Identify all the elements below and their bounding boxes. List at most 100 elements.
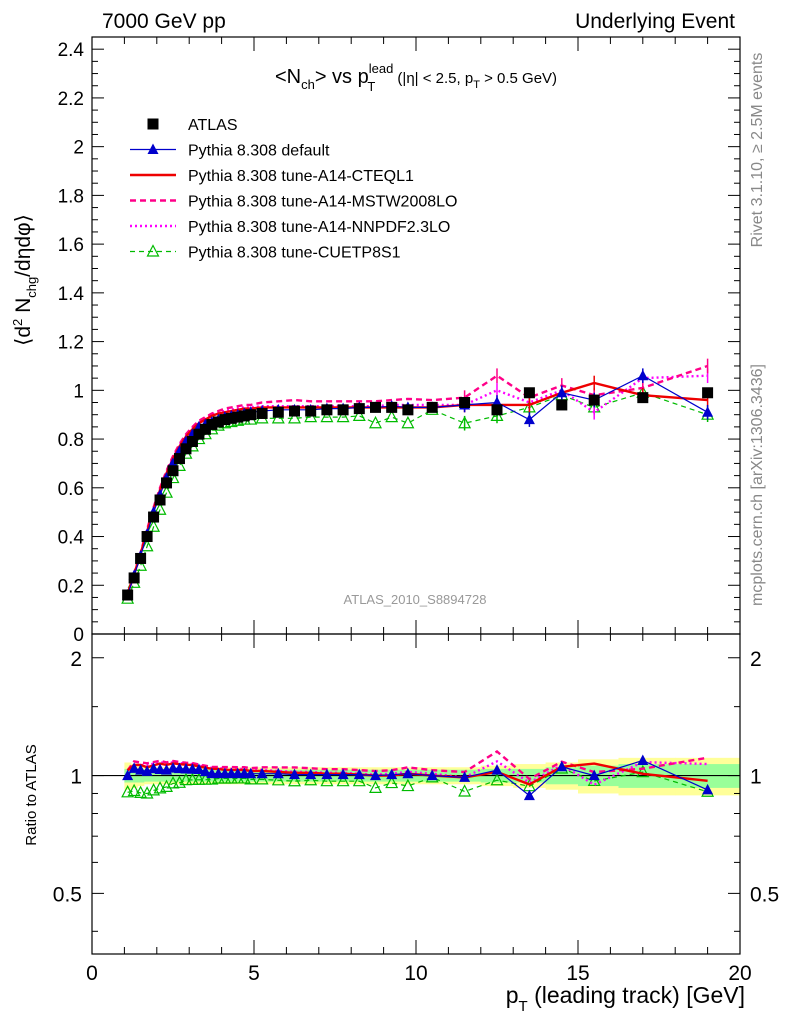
legend-entry-mstw: Pythia 8.308 tune-A14-MSTW2008LO [130, 194, 457, 211]
header-left: 7000 GeV pp [102, 10, 226, 33]
ratio-point [128, 762, 140, 773]
series-cteql1 [126, 375, 709, 786]
ratio-point [426, 769, 438, 781]
legend-label: Pythia 8.308 tune-A14-MSTW2008LO [188, 194, 457, 211]
ratio-tick-label-right: 1 [750, 766, 762, 789]
legend-marker [147, 143, 159, 154]
ratio-point [588, 769, 600, 781]
mcplots-label: mcplots.cern.ch [arXiv:1306.3436] [749, 364, 766, 606]
data-point [556, 399, 568, 411]
ratio-point [244, 772, 258, 785]
x-axis-label: pT (leading track) [GeV] [506, 982, 745, 1015]
data-point [199, 423, 211, 435]
data-point [370, 401, 381, 413]
series-nnpdf [126, 368, 709, 787]
data-point [160, 485, 174, 498]
y-tick-label: 2 [73, 138, 84, 159]
ratio-point [255, 772, 269, 785]
data-point [459, 397, 471, 409]
legend-marker [147, 118, 159, 130]
data-point [232, 411, 244, 423]
ratio-point [193, 763, 205, 774]
ratio-point [459, 771, 471, 782]
ratio-point [637, 754, 649, 765]
data-point [289, 405, 300, 417]
ratio-point [337, 768, 349, 780]
x-tick-label: 0 [86, 962, 98, 985]
legend-marker [146, 244, 160, 257]
ratio-point [321, 768, 333, 780]
data-point [337, 404, 349, 416]
ratio-point [256, 767, 268, 779]
ratio-tick-label-right: 2 [750, 648, 762, 671]
data-point [385, 409, 399, 423]
series-data [122, 387, 714, 601]
data-point [147, 519, 161, 532]
data-point [122, 589, 134, 601]
data-point [225, 412, 237, 424]
ratio-point [491, 764, 503, 775]
ratio-tick-label-left: 2 [70, 648, 82, 671]
data-point [212, 416, 224, 428]
ratio-point [636, 764, 650, 778]
data-point [245, 409, 257, 421]
y-tick-label: 1.2 [58, 333, 84, 354]
ratio-tick-label-right: 0.5 [750, 883, 779, 906]
legend-entry-cteql1: Pythia 8.308 tune-A14-CTEQL1 [130, 168, 414, 185]
data-point [166, 470, 180, 484]
legend-entry-data: ATLAS [147, 117, 238, 134]
series-line-ratio [126, 750, 708, 781]
data-point [320, 409, 334, 423]
data-point [702, 387, 714, 399]
data-point [523, 387, 535, 399]
data-point [523, 413, 535, 425]
data-point [321, 404, 333, 416]
data-point [352, 408, 366, 422]
data-point [336, 409, 350, 423]
ratio-point [185, 772, 199, 786]
y-tick-label: 2.2 [58, 89, 84, 110]
y-tick-label: 0.4 [58, 528, 85, 549]
ratio-point [272, 767, 284, 779]
data-point [702, 406, 714, 417]
ratio-point [352, 773, 366, 787]
legend-entry-cuetp8s1: Pythia 8.308 tune-CUETP8S1 [130, 244, 401, 262]
ratio-point [702, 783, 714, 795]
ratio-point [148, 762, 160, 774]
y-tick-label: 1.8 [58, 186, 84, 207]
data-point [491, 404, 503, 416]
data-point [148, 511, 160, 523]
data-point [272, 406, 284, 418]
data-point [401, 415, 415, 429]
ratio-point [369, 780, 382, 793]
y-tick-label: 0.6 [58, 479, 84, 500]
y-axis-label-main: ⟨d2 Nchg/dηdφ⟩ [10, 214, 39, 346]
data-point [637, 392, 649, 404]
ratio-point [199, 765, 211, 777]
plot-title: <Nch> vs plead T (|η| < 2.5, pT > 0.5 GeV… [275, 61, 557, 94]
data-point [369, 415, 382, 429]
data-point [173, 453, 185, 465]
ratio-point [141, 765, 153, 776]
ratio-point [288, 773, 301, 787]
legend-label: Pythia 8.308 tune-CUETP8S1 [188, 245, 401, 262]
ratio-point [523, 789, 535, 801]
analysis-label: ATLAS_2010_S8894728 [344, 592, 487, 607]
ratio-point [289, 768, 300, 780]
y-tick-label: 0.2 [58, 576, 84, 597]
data-point [161, 477, 173, 489]
legend-entry-nnpdf: Pythia 8.308 tune-A14-NNPDF2.3LO [130, 219, 450, 236]
data-point [153, 502, 167, 515]
x-tick-label: 15 [566, 962, 589, 985]
ratio-point [402, 767, 414, 779]
legend-label: Pythia 8.308 default [188, 143, 330, 160]
series-layer [121, 358, 715, 801]
ratio-point [490, 772, 504, 786]
axis-ticks: 0 0.2 0.4 0.6 0.8 1 1.2 1.4 1.6 1.8 2 2.2 2.4 0.5 0.5 1… [53, 36, 779, 985]
ratio-point [370, 769, 381, 781]
ratio-point [401, 778, 415, 792]
data-point [556, 386, 568, 398]
y-tick-label: 1 [73, 381, 84, 402]
ratio-point [556, 760, 568, 772]
